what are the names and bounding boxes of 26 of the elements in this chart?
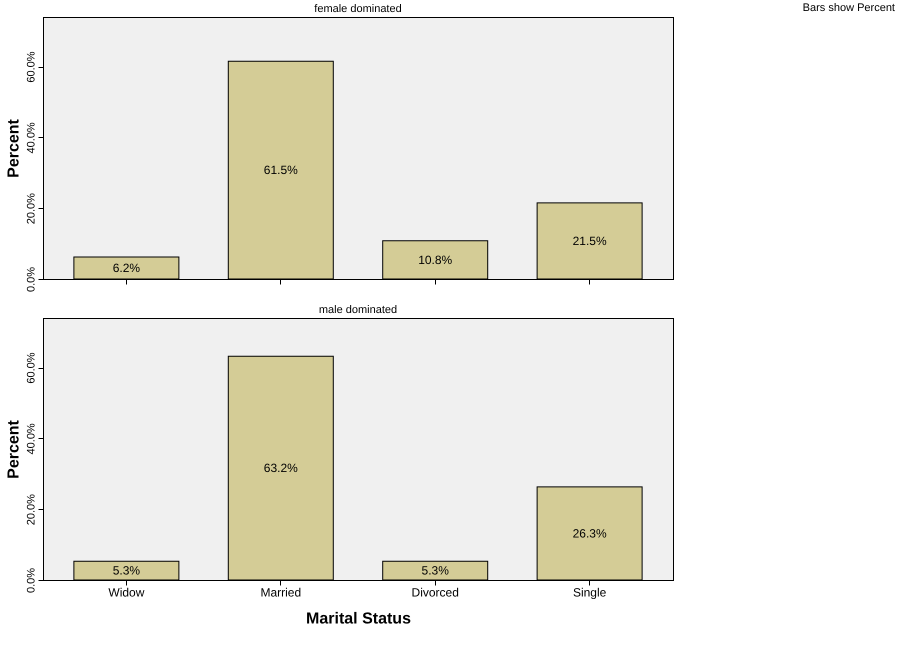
y-tick-label: 20.0% xyxy=(26,192,38,224)
chart-title: female dominated xyxy=(314,3,402,15)
y-tick-label: 0.0% xyxy=(26,568,38,594)
data-label: 5.3% xyxy=(422,564,450,578)
y-tick-label: 60.0% xyxy=(26,352,38,384)
text: Bars show Percent xyxy=(802,2,895,14)
y-axis-title: Percent xyxy=(6,419,22,479)
y-tick-label: 0.0% xyxy=(26,266,38,292)
y-tick-label: 20.0% xyxy=(26,494,38,526)
y-axis-title: Percent xyxy=(6,118,22,178)
data-label: 21.5% xyxy=(572,234,607,248)
x-tick-label: Divorced xyxy=(412,586,459,600)
x-axis-title: Marital Status xyxy=(306,610,412,628)
x-tick-label: Single xyxy=(572,586,607,600)
data-label: 61.5% xyxy=(264,163,298,178)
y-tick-label: 40.0% xyxy=(26,423,38,454)
data-label: 10.8% xyxy=(418,252,453,267)
y-tick-label: 40.0% xyxy=(26,122,38,154)
data-label: 6.2% xyxy=(112,261,140,276)
data-label: 26.3% xyxy=(572,526,607,540)
chart-title: male dominated xyxy=(318,304,398,316)
y-tick-label: 60.0% xyxy=(26,51,38,83)
x-tick-label: Married xyxy=(260,586,302,600)
data-label: 63.2% xyxy=(264,461,298,476)
x-tick-label: Widow xyxy=(108,586,145,600)
data-label: 5.3% xyxy=(112,564,140,578)
